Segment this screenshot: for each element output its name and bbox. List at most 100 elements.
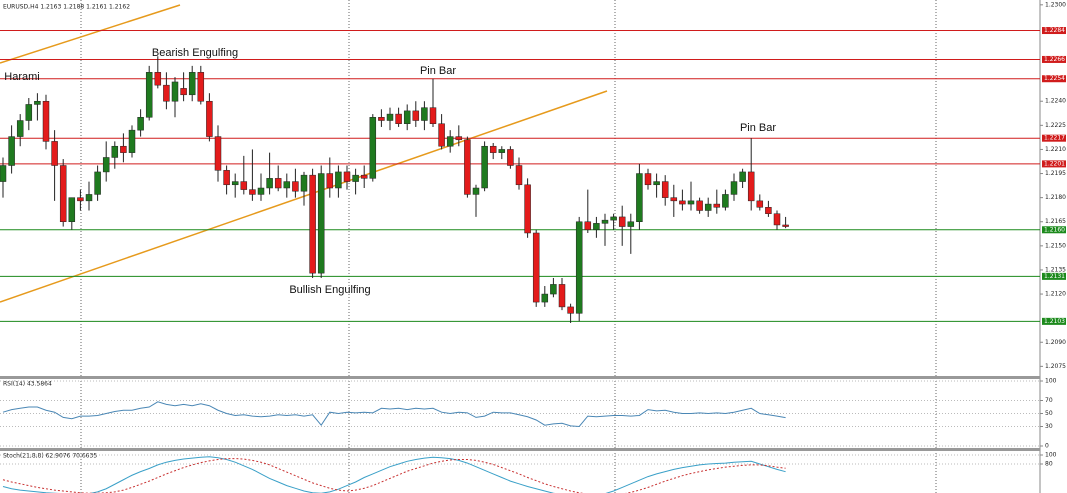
panel-separator: [0, 448, 1040, 451]
level-label: 1.2160: [1044, 226, 1065, 233]
level-label: 1.2254: [1044, 75, 1065, 82]
trendline: [0, 4, 181, 64]
candle-body: [317, 173, 325, 274]
candle-body: [412, 110, 420, 121]
candle-body: [713, 203, 721, 208]
candle-body: [343, 171, 351, 182]
level-label-box: [1042, 75, 1066, 83]
level-label: 1.2284: [1044, 27, 1065, 34]
candle-body: [111, 145, 119, 158]
candle-body: [455, 136, 463, 141]
y-tick-label: 80: [1045, 461, 1053, 468]
candle-body: [730, 181, 738, 195]
candle-body: [378, 117, 385, 121]
level-label-box: [1042, 317, 1066, 325]
candle-body: [765, 207, 772, 214]
candle-body: [507, 149, 514, 166]
y-tick-label: 1.2240: [1045, 98, 1066, 105]
candle-body: [670, 197, 678, 202]
candle-body: [171, 81, 179, 102]
y-tick-label: 1.2300: [1045, 1, 1066, 8]
level-label-box: [1042, 160, 1066, 168]
y-tick-label: 1.2195: [1045, 170, 1066, 177]
level-label: 1.2266: [1044, 56, 1065, 63]
candle-body: [335, 171, 342, 189]
candle-body: [42, 100, 50, 142]
y-tick-label: 1.2150: [1045, 242, 1066, 249]
candle-body: [0, 165, 7, 182]
y-tick-label: 100: [1045, 452, 1057, 459]
indicator-line: [2, 401, 786, 428]
y-tick-label: 1.2225: [1045, 122, 1066, 129]
level-label-box: [1042, 55, 1066, 63]
candle-body: [292, 181, 299, 192]
candle-body: [575, 221, 583, 314]
candle-body: [163, 84, 170, 102]
level-label-box: [1042, 134, 1066, 142]
candle-body: [644, 173, 652, 186]
candle-body: [223, 170, 230, 186]
candle-body: [722, 194, 729, 208]
candle-body: [309, 174, 316, 274]
candle-body: [756, 200, 764, 208]
candle-body: [558, 284, 566, 308]
candle-body: [567, 306, 574, 314]
candle-body: [747, 171, 755, 202]
candle-body: [206, 100, 213, 137]
y-tick-label: 1.2180: [1045, 194, 1066, 201]
level-label: 1.2131: [1044, 273, 1065, 280]
candle-body: [386, 113, 394, 121]
level-label-box: [1042, 27, 1066, 35]
candle-body: [214, 136, 222, 171]
candle-body: [618, 216, 626, 227]
candle-body: [120, 145, 127, 153]
candle-body: [446, 136, 454, 147]
y-tick-label: 1.2090: [1045, 339, 1066, 346]
candle-body: [326, 173, 334, 189]
candle-body: [593, 223, 600, 231]
candle-body: [8, 136, 15, 166]
candle-body: [85, 194, 93, 202]
candle-body: [739, 171, 746, 182]
candle-body: [532, 232, 540, 303]
candle-body: [34, 100, 41, 105]
candle-body: [240, 181, 248, 190]
candle-body: [145, 72, 153, 118]
candle-body: [696, 200, 703, 211]
candle-body: [773, 213, 781, 226]
level-label: 1.2201: [1044, 160, 1065, 167]
y-tick-label: 30: [1045, 423, 1053, 430]
candle-body: [94, 171, 101, 195]
candle-body: [128, 129, 136, 153]
pattern-annotation: Bullish Engulfing: [289, 284, 370, 296]
candle-body: [274, 178, 282, 189]
indicator-title: RSI(14) 43.5864: [3, 381, 52, 388]
candle-body: [102, 157, 110, 173]
level-label: 1.2103: [1044, 318, 1065, 325]
candle-body: [687, 200, 695, 205]
level-label-box: [1042, 226, 1066, 234]
candle-body: [137, 117, 144, 131]
pattern-annotation: Pin Bar: [420, 65, 456, 77]
candle-body: [524, 184, 531, 234]
candle-body: [77, 197, 84, 202]
chart-title: EURUSD,H4 1.2163 1.2188 1.2161 1.2162: [3, 4, 130, 11]
candle-body: [438, 123, 445, 147]
candle-body: [51, 141, 58, 166]
y-tick-label: 1.2210: [1045, 146, 1066, 153]
candle-body: [154, 72, 162, 86]
indicator-line: [2, 458, 786, 493]
candle-body: [515, 165, 523, 186]
candle-body: [584, 221, 592, 231]
level-label-box: [1042, 272, 1066, 280]
candle-body: [481, 145, 488, 189]
y-tick-label: 1.2135: [1045, 266, 1066, 273]
level-label: 1.2217: [1044, 135, 1065, 142]
candle-body: [661, 181, 669, 198]
y-tick-label: 70: [1045, 397, 1053, 404]
candle-body: [188, 72, 196, 96]
candle-body: [489, 145, 497, 153]
candle-body: [464, 139, 471, 195]
